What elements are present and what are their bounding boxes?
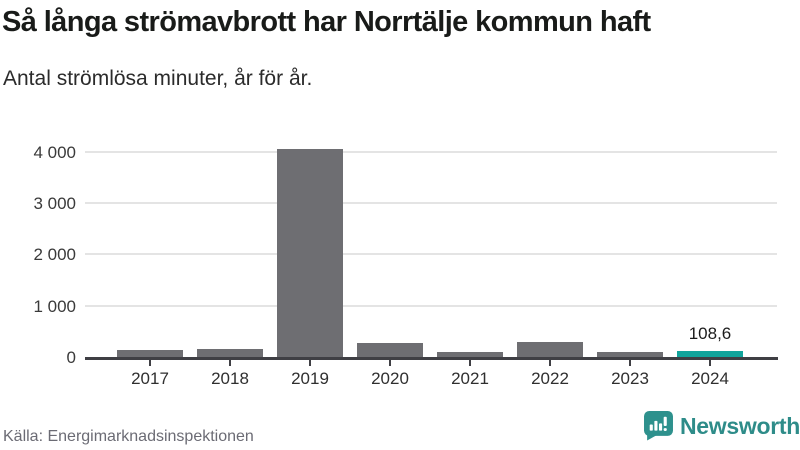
gridline-3000 <box>85 202 777 205</box>
x-axis-tick-2021 <box>469 360 471 366</box>
x-axis-tick-2017 <box>149 360 151 366</box>
x-axis-tick-2022 <box>549 360 551 366</box>
x-axis-label-2020: 2020 <box>371 369 409 388</box>
bar-2021 <box>437 351 503 357</box>
y-axis-label: 0 <box>66 348 76 367</box>
bar-2019 <box>277 149 343 357</box>
chart-subtitle: Antal strömlösa minuter, år för år. <box>3 67 313 90</box>
bar-2022 <box>517 342 583 357</box>
x-axis-line <box>85 357 778 360</box>
y-axis-label: 1 000 <box>33 296 76 316</box>
gridline-4000 <box>85 150 777 153</box>
bar-value-label: 108,6 <box>688 324 732 344</box>
x-axis-tick-2019 <box>309 360 311 366</box>
source-note: Källa: Energimarknadsinspektionen <box>3 428 254 445</box>
y-axis-label: 4 000 <box>33 142 76 162</box>
y-axis-label: 2 000 <box>33 245 76 265</box>
x-axis-tick-2018 <box>229 360 231 366</box>
chart-title: Så långa strömavbrott har Norrtälje komm… <box>2 6 651 38</box>
x-axis-tick-2023 <box>629 360 631 366</box>
gridline-1000 <box>85 304 777 307</box>
bar-2017 <box>117 350 183 357</box>
x-axis-label-2022: 2022 <box>531 369 569 388</box>
x-axis-label-2021: 2021 <box>451 369 489 388</box>
newsworthy-logo-text: Newsworthy <box>680 413 800 439</box>
x-axis-label-2023: 2023 <box>611 369 649 388</box>
x-axis-label-2024: 2024 <box>691 369 729 388</box>
bar-2020 <box>357 343 423 357</box>
y-axis-label: 3 000 <box>33 194 76 214</box>
x-axis-label-2018: 2018 <box>211 369 249 388</box>
bar-2018 <box>197 348 263 357</box>
x-axis-label-2019: 2019 <box>291 369 329 388</box>
bar-2024 <box>677 351 743 357</box>
newsworthy-bubble-icon <box>644 411 673 441</box>
bar-2023 <box>597 352 663 357</box>
gridline-2000 <box>85 253 777 256</box>
x-axis-label-2017: 2017 <box>131 369 169 388</box>
x-axis-tick-2024 <box>709 360 711 366</box>
x-axis-tick-2020 <box>389 360 391 366</box>
newsworthy-logo[interactable]: Newsworthy <box>644 411 800 443</box>
